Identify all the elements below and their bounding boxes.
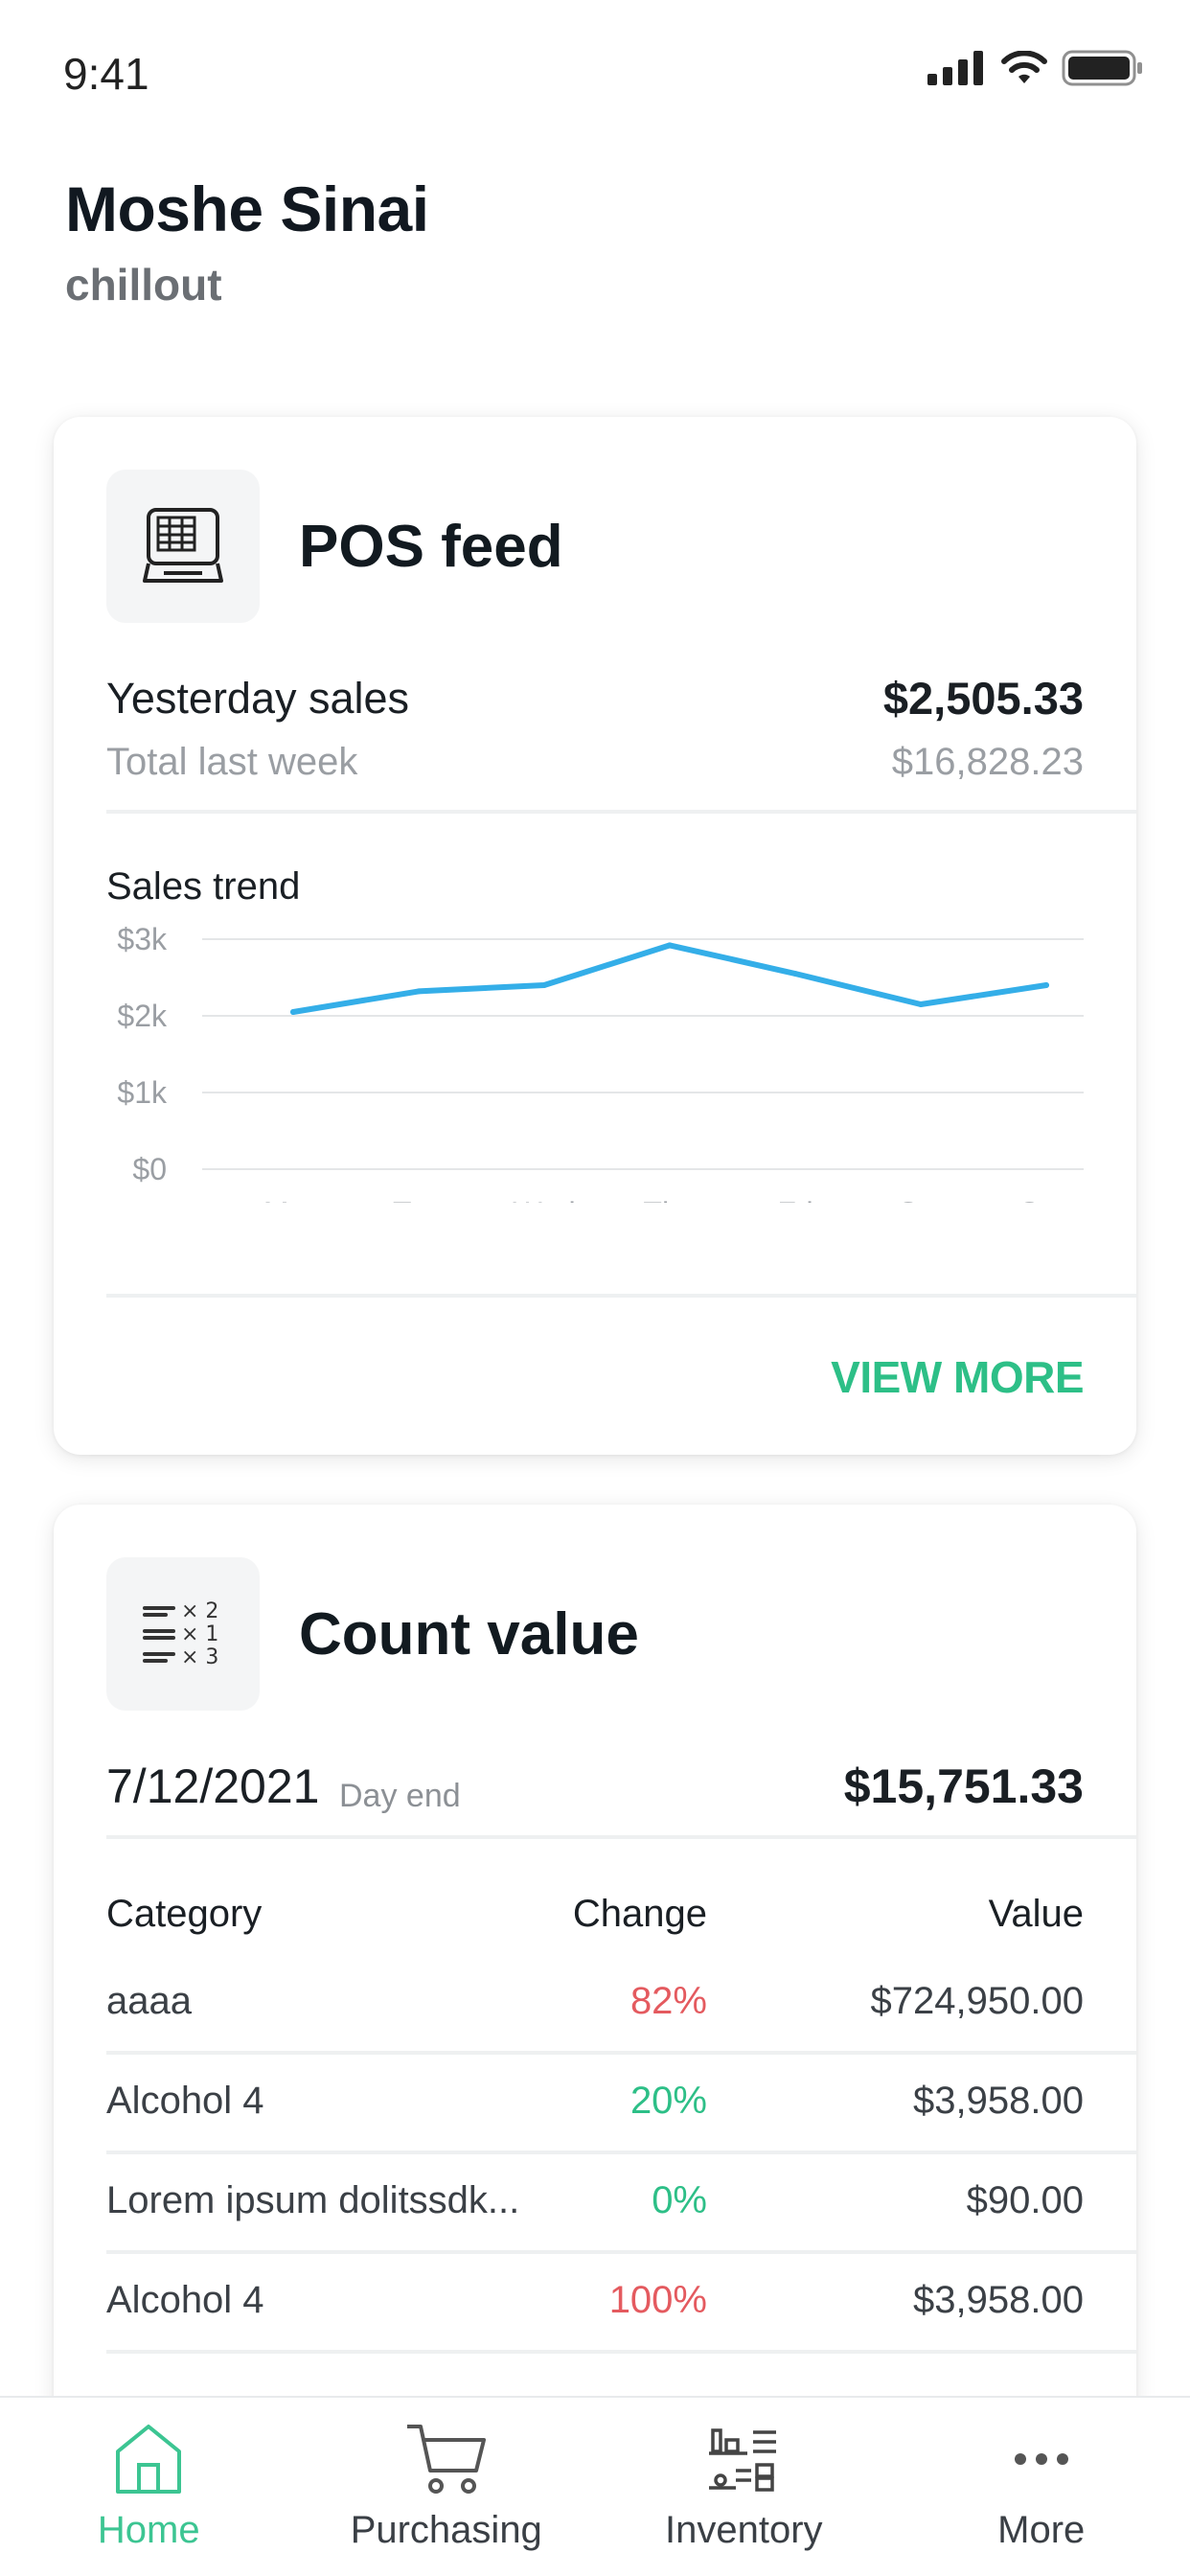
- count-value-title: Count value: [299, 1601, 639, 1668]
- x-tick-label: Mon: [263, 1196, 323, 1203]
- sales-trend-line: [290, 942, 1049, 1015]
- row-change: 100%: [608, 2279, 707, 2321]
- row-separator: [106, 2051, 1136, 2055]
- pos-feed-card[interactable]: POS feed Yesterday sales $2,505.33 Total…: [54, 417, 1136, 1455]
- wifi-icon: [1001, 51, 1047, 83]
- row-change: 20%: [629, 2080, 707, 2122]
- yesterday-sales-label: Yesterday sales: [106, 674, 410, 723]
- tab-purchasing[interactable]: Purchasing: [298, 2398, 596, 2576]
- chart-title: Sales trend: [106, 865, 301, 908]
- data-point: [792, 971, 798, 977]
- table-row[interactable]: Alcohol 4 100% $3,958.00: [54, 2254, 1136, 2354]
- tab-inventory[interactable]: Inventory: [595, 2398, 893, 2576]
- row-value: $724,950.00: [870, 1980, 1084, 2022]
- row-value: $90.00: [966, 2179, 1084, 2221]
- tab-label: More: [997, 2509, 1086, 2551]
- x-tick-label: Thu: [643, 1196, 696, 1203]
- home-icon: [116, 2425, 182, 2494]
- x-tick-label: Sun: [1019, 1196, 1074, 1203]
- x-tick-label: Fri: [777, 1196, 812, 1203]
- row-category: Alcohol 4: [106, 2279, 264, 2321]
- divider: [106, 1835, 1136, 1839]
- row-value: $3,958.00: [913, 2080, 1084, 2122]
- svg-text:× 3: × 3: [181, 1645, 218, 1669]
- data-point: [290, 1009, 296, 1015]
- count-date: 7/12/2021: [106, 1760, 320, 1813]
- tab-label: Home: [97, 2509, 200, 2551]
- header-category: Category: [106, 1893, 263, 1935]
- row-change: 82%: [629, 1980, 707, 2022]
- organization-name: chillout: [65, 260, 222, 310]
- status-time: 9:41: [63, 49, 149, 99]
- sales-trend-chart: $0 $1k $2k $3k Mon Tue Wed Thu Fri Sat Sun: [117, 922, 1084, 1203]
- row-separator: [106, 2350, 1136, 2354]
- y-tick-label: $2k: [117, 999, 168, 1033]
- y-tick-label: $0: [132, 1152, 167, 1186]
- count-icon-box: × 2 × 1 × 3: [106, 1557, 260, 1711]
- data-point: [416, 988, 422, 995]
- table-row[interactable]: aaaa 82% $724,950.00: [54, 1955, 1136, 2055]
- pos-terminal-icon: [143, 508, 223, 583]
- tab-label: Purchasing: [350, 2509, 542, 2551]
- header-value: Value: [988, 1893, 1084, 1935]
- count-list-icon: × 2 × 1 × 3: [143, 1599, 218, 1669]
- status-bar: 9:41: [0, 0, 1190, 144]
- user-name: Moshe Sinai: [65, 173, 429, 244]
- data-point: [1043, 982, 1049, 988]
- x-tick-label: Tue: [393, 1196, 445, 1203]
- data-point: [541, 982, 547, 988]
- cart-icon: [406, 2425, 486, 2494]
- last-week-label: Total last week: [106, 741, 358, 783]
- header: Moshe Sinai chillout: [65, 172, 429, 310]
- tab-home[interactable]: Home: [0, 2398, 298, 2576]
- view-more-button[interactable]: VIEW MORE: [831, 1352, 1084, 1402]
- header-change: Change: [572, 1893, 707, 1935]
- day-end-label: Day end: [339, 1778, 461, 1814]
- divider: [106, 810, 1136, 814]
- row-value: $3,958.00: [913, 2279, 1084, 2321]
- pos-feed-title: POS feed: [299, 514, 563, 580]
- svg-text:× 1: × 1: [181, 1622, 218, 1646]
- x-tick-label: Wed: [513, 1196, 575, 1203]
- svg-text:× 2: × 2: [181, 1599, 218, 1623]
- count-total-value: $15,751.33: [843, 1760, 1084, 1813]
- more-icon: [1014, 2453, 1068, 2465]
- tab-label: Inventory: [664, 2509, 823, 2551]
- tab-more[interactable]: More: [893, 2398, 1190, 2576]
- signal-icon: [927, 51, 983, 85]
- row-category: Lorem ipsum dolitssdk...: [106, 2179, 520, 2221]
- inventory-icon: [709, 2428, 777, 2492]
- row-change: 0%: [652, 2179, 707, 2221]
- y-tick-label: $1k: [117, 1075, 168, 1110]
- x-tick-label: Sat: [898, 1196, 944, 1203]
- table-row[interactable]: Alcohol 4 20% $3,958.00: [54, 2055, 1136, 2154]
- row-separator: [106, 2150, 1136, 2154]
- data-point: [918, 1001, 924, 1007]
- last-week-value: $16,828.23: [891, 741, 1084, 783]
- yesterday-sales-value: $2,505.33: [882, 673, 1084, 724]
- battery-icon: [1062, 50, 1142, 86]
- data-point: [667, 942, 673, 949]
- tab-bar: Home Purchasing: [0, 2396, 1190, 2576]
- status-icons: [927, 50, 1144, 86]
- pos-icon-box: [106, 470, 260, 623]
- y-tick-label: $3k: [117, 922, 168, 956]
- table-row[interactable]: Lorem ipsum dolitssdk... 0% $90.00: [54, 2154, 1136, 2254]
- row-category: Alcohol 4: [106, 2080, 264, 2122]
- row-separator: [106, 2250, 1136, 2254]
- divider: [106, 1294, 1136, 1298]
- row-category: aaaa: [106, 1980, 192, 2022]
